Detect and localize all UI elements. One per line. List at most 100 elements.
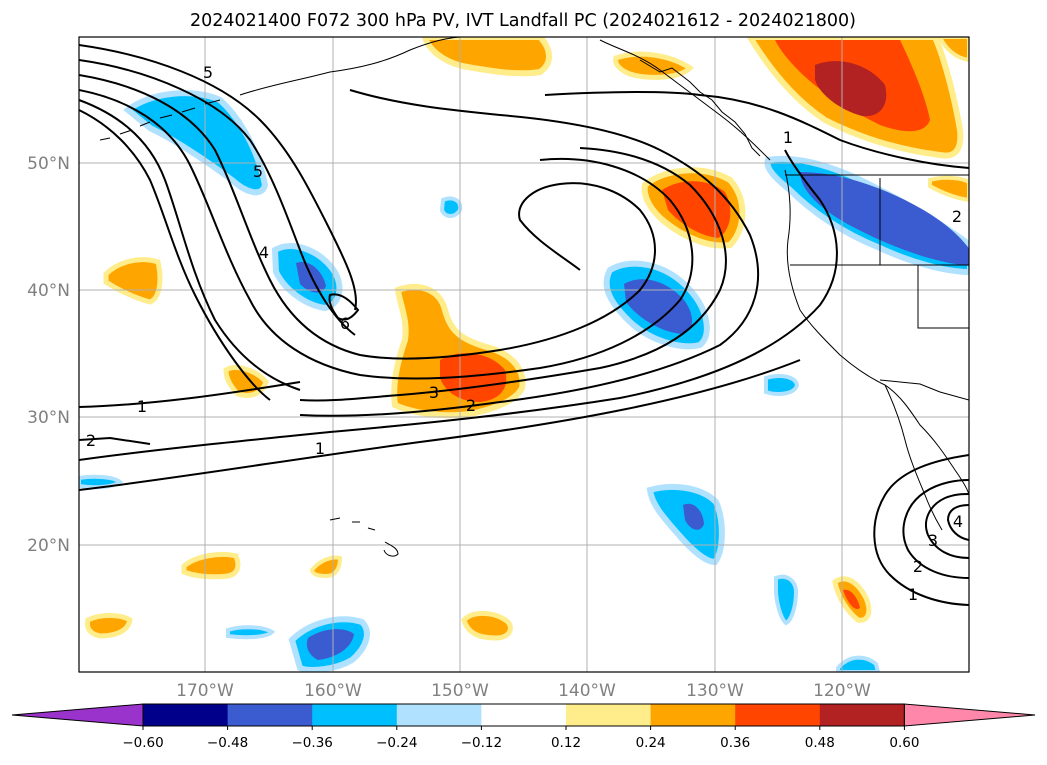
contour-label: 2 bbox=[86, 431, 96, 450]
colorbar-extension-max bbox=[903, 703, 1036, 727]
colorbar-extension-min bbox=[11, 703, 144, 727]
positive-region bbox=[461, 611, 513, 641]
contour-label: 4 bbox=[953, 512, 963, 531]
lon-label: 160°W bbox=[304, 681, 362, 701]
colorbar-tick-label: −0.24 bbox=[376, 735, 417, 751]
lon-label: 130°W bbox=[686, 681, 744, 701]
positive-region-max bbox=[815, 61, 887, 117]
colorbar: −0.60 −0.48 −0.36 −0.24 −0.12 0.12 0.24 0.36 0.4… bbox=[11, 703, 1036, 751]
contour-line bbox=[79, 359, 801, 491]
colorbar-segment bbox=[227, 704, 313, 726]
colorbar-tick-label: −0.48 bbox=[207, 735, 248, 751]
lon-label: 120°W bbox=[813, 681, 871, 701]
colorbar-tick-label: −0.12 bbox=[461, 735, 502, 751]
aleutian-islands bbox=[99, 99, 221, 141]
negative-region bbox=[226, 625, 276, 640]
colorbar-tick-label: 0.12 bbox=[551, 735, 581, 751]
map-frame bbox=[78, 36, 970, 673]
mexico-border bbox=[879, 379, 969, 401]
colorbar-segment bbox=[650, 704, 736, 726]
negative-region-core bbox=[683, 503, 704, 530]
contour-line bbox=[946, 504, 969, 541]
negative-region-core bbox=[306, 629, 354, 660]
contour-line bbox=[902, 479, 969, 579]
latitude-labels: 50°N 40°N 30°N 20°N bbox=[27, 154, 70, 556]
contour-label: 6 bbox=[340, 314, 350, 333]
contour-line bbox=[299, 147, 727, 402]
positive-region bbox=[421, 37, 552, 77]
figure-title: 2024021400 F072 300 hPa PV, IVT Landfall… bbox=[190, 11, 856, 31]
contour-label: 2 bbox=[952, 207, 962, 226]
contour-line bbox=[299, 89, 759, 417]
contour-label: 3 bbox=[429, 383, 439, 402]
lon-label: 170°W bbox=[176, 681, 234, 701]
contour-label: 5 bbox=[203, 63, 213, 82]
positive-region bbox=[613, 51, 694, 80]
contour-label: 3 bbox=[928, 531, 938, 550]
contour-line bbox=[79, 74, 656, 360]
positive-region bbox=[181, 551, 241, 580]
lat-label: 20°N bbox=[27, 536, 70, 556]
lon-label: 150°W bbox=[431, 681, 489, 701]
contour-line bbox=[79, 99, 301, 391]
colorbar-tick-label: 0.60 bbox=[889, 735, 919, 751]
us-state-borders bbox=[790, 178, 969, 329]
negative-region bbox=[836, 655, 881, 672]
negative-region bbox=[764, 374, 800, 396]
colorbar-outline bbox=[142, 703, 905, 727]
colorbar-segment bbox=[481, 704, 567, 726]
contour-line bbox=[544, 90, 969, 169]
contour-label: 4 bbox=[259, 243, 269, 262]
positive-region-core bbox=[662, 181, 731, 238]
colorbar-tick-label: 0.24 bbox=[636, 735, 666, 751]
colorbar-tick-label: 0.48 bbox=[805, 735, 835, 751]
positive-region-core bbox=[843, 589, 860, 610]
contour-label: 2 bbox=[913, 557, 923, 576]
contour-line bbox=[925, 493, 969, 559]
coastlines bbox=[99, 37, 969, 557]
negative-region bbox=[774, 574, 799, 626]
gridlines bbox=[79, 37, 969, 672]
contour-line bbox=[328, 293, 360, 321]
contour-label: 5 bbox=[253, 162, 263, 181]
pv-contours bbox=[79, 44, 969, 606]
alaska-coast bbox=[239, 37, 461, 96]
contour-line bbox=[79, 44, 357, 311]
contour-line bbox=[79, 149, 838, 461]
negative-region bbox=[79, 474, 124, 490]
negative-region bbox=[439, 196, 463, 218]
colorbar-segment bbox=[312, 704, 398, 726]
contour-line bbox=[79, 109, 271, 401]
colorbar-segment bbox=[566, 704, 652, 726]
positive-region bbox=[937, 37, 969, 63]
contour-labels: 5 5 4 6 1 1 1 2 3 2 2 4 3 2 1 bbox=[86, 63, 963, 604]
baja-peninsula bbox=[884, 384, 943, 531]
negative-region-core bbox=[624, 279, 693, 334]
colorbar-segment bbox=[143, 704, 229, 726]
contour-line bbox=[79, 59, 356, 336]
lat-label: 40°N bbox=[27, 281, 70, 301]
contour-label: 1 bbox=[137, 397, 147, 416]
contour-label: 1 bbox=[315, 439, 325, 458]
colorbar-tick-label: 0.36 bbox=[720, 735, 750, 751]
colorbar-tick-label: −0.36 bbox=[292, 735, 333, 751]
contour-label: 2 bbox=[466, 396, 476, 415]
colorbar-segment bbox=[819, 704, 905, 726]
contour-label: 1 bbox=[908, 585, 918, 604]
contour-line bbox=[873, 454, 969, 606]
bc-coast-islands bbox=[639, 59, 761, 157]
lat-label: 30°N bbox=[27, 408, 70, 428]
contour-line bbox=[79, 436, 151, 445]
us-west-coast bbox=[784, 169, 969, 496]
colorbar-segment bbox=[735, 704, 821, 726]
lon-label: 140°W bbox=[558, 681, 616, 701]
contour-line bbox=[79, 89, 694, 380]
lat-label: 50°N bbox=[27, 154, 70, 174]
hawaiian-islands bbox=[329, 517, 399, 557]
contour-line bbox=[79, 381, 301, 408]
positive-region bbox=[85, 613, 133, 639]
colorbar-segment bbox=[396, 704, 482, 726]
longitude-labels: 170°W 160°W 150°W 140°W 130°W 120°W bbox=[176, 681, 871, 701]
contour-label: 1 bbox=[783, 128, 793, 147]
